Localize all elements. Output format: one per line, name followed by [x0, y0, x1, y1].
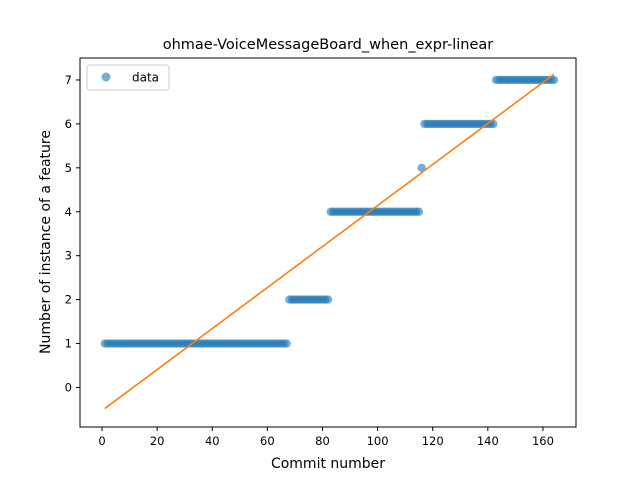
y-tick-label: 7	[65, 73, 72, 87]
legend-marker-data	[101, 72, 111, 82]
y-tick-label: 1	[65, 337, 72, 351]
y-tick-label: 5	[65, 161, 72, 175]
chart-title: ohmae-VoiceMessageBoard_when_expr-linear	[163, 37, 494, 53]
x-tick-label: 0	[98, 434, 105, 448]
x-tick-label: 20	[150, 434, 165, 448]
legend: data	[86, 64, 170, 91]
x-tick-label: 60	[260, 434, 275, 448]
legend-label-data: data	[132, 71, 159, 85]
x-tick-label: 160	[532, 434, 554, 448]
data-point	[417, 163, 426, 173]
data-point	[282, 339, 291, 348]
y-tick-label: 6	[65, 117, 72, 131]
legend-box	[86, 64, 170, 91]
y-axis-label: Number of instance of a feature	[38, 130, 54, 354]
x-tick-label: 140	[477, 434, 499, 448]
x-tick-label: 100	[367, 434, 389, 448]
data-point	[549, 75, 559, 85]
x-axis-label: Commit number	[271, 456, 385, 472]
y-tick-label: 4	[65, 205, 72, 219]
y-axis-ticks: 0 1 2 3 4 5 6 7	[65, 73, 80, 394]
fit-line	[104, 73, 555, 410]
y-tick-label: 3	[65, 249, 72, 263]
x-tick-label: 40	[205, 434, 220, 448]
plot-frame	[79, 57, 577, 428]
y-tick-label: 0	[65, 380, 72, 394]
x-tick-label: 80	[315, 434, 330, 448]
data-point	[323, 295, 333, 304]
data-point	[414, 207, 424, 216]
x-tick-label: 120	[422, 434, 444, 448]
y-tick-label: 2	[65, 293, 72, 307]
x-axis-ticks: 0 20 40 60 80 100 120 140 160	[98, 427, 554, 448]
plot-marks	[100, 73, 559, 410]
